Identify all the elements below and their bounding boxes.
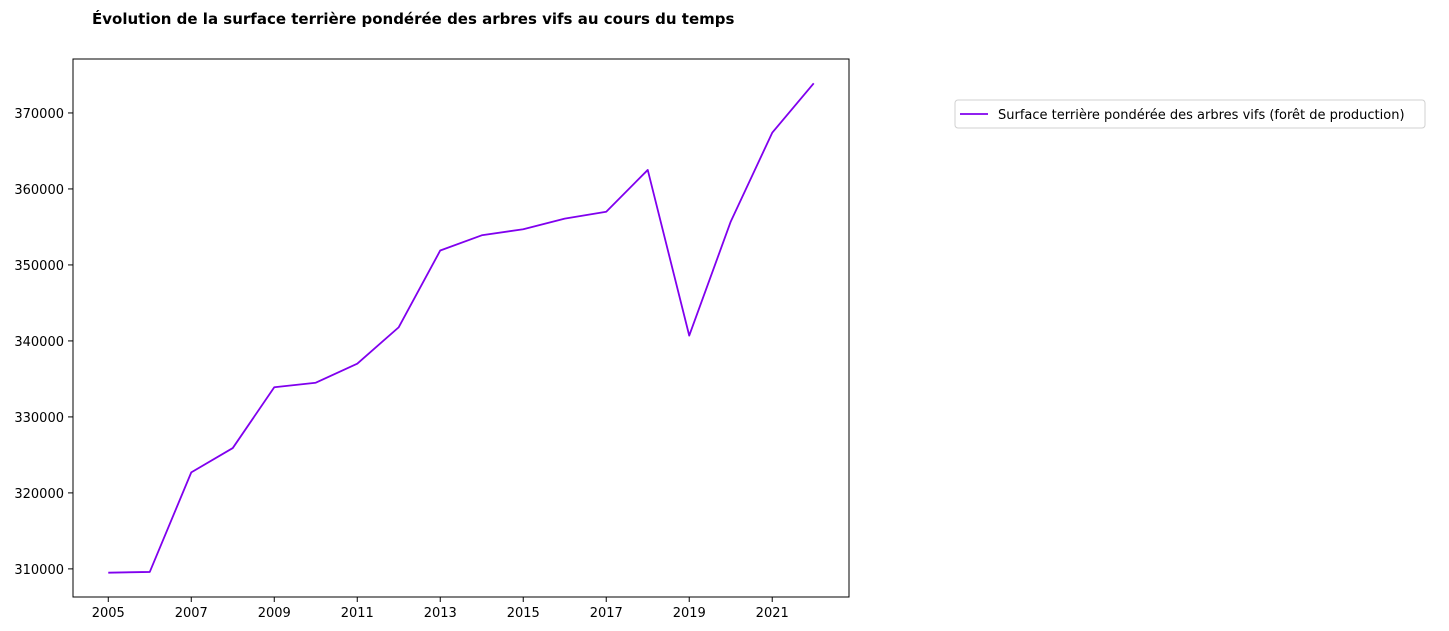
series-line-0 (108, 82, 815, 574)
x-tick-label: 2021 (756, 606, 789, 621)
x-tick-label: 2009 (258, 606, 291, 621)
y-tick-label: 360000 (14, 183, 64, 198)
y-tick-label: 310000 (14, 563, 64, 578)
x-tick-label: 2019 (673, 606, 706, 621)
x-tick-label: 2015 (507, 606, 540, 621)
y-tick-label: 370000 (14, 107, 64, 122)
chart-title: Évolution de la surface terrière pondéré… (92, 9, 735, 28)
y-tick-label: 320000 (14, 487, 64, 502)
x-tick-label: 2011 (341, 606, 374, 621)
axes-frame (72, 58, 850, 598)
x-tick-label: 2017 (590, 606, 623, 621)
x-tick-label: 2007 (175, 606, 208, 621)
axes: 2005 2007 2009 2011 2013 2015 2017 2019 2021 3100… (14, 58, 850, 621)
legend-entry: Surface terrière pondérée des arbres vif… (998, 108, 1405, 123)
legend-frame (954, 99, 1426, 129)
x-tick-label: 2013 (424, 606, 457, 621)
plot-area (108, 82, 815, 574)
x-tick-label: 2005 (92, 606, 125, 621)
legend: Surface terrière pondérée des arbres vif… (954, 99, 1426, 129)
y-tick-label: 330000 (14, 411, 64, 426)
y-tick-label: 350000 (14, 259, 64, 274)
y-tick-label: 340000 (14, 335, 64, 350)
